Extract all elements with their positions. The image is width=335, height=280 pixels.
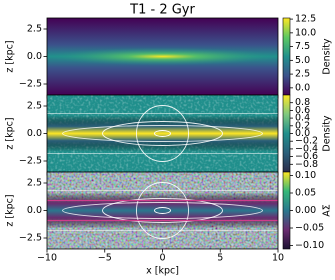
colorbar bbox=[282, 17, 291, 96]
image-band bbox=[47, 115, 278, 152]
colorbar-tick-label: 0.4 bbox=[295, 113, 310, 124]
colorbar-tick-label: 0.0 bbox=[295, 82, 310, 93]
colorbar-tick-label: −0.2 bbox=[295, 136, 318, 147]
colorbar bbox=[282, 171, 291, 250]
colorbar-tick-label: 0.8 bbox=[295, 97, 310, 108]
colorbar-tick-label: 0.2 bbox=[295, 120, 310, 131]
x-axis-label: x [kpc] bbox=[146, 266, 179, 277]
contour bbox=[62, 125, 263, 142]
colorbar bbox=[282, 94, 291, 173]
contour bbox=[102, 121, 223, 146]
y-tick-label: 2.5 bbox=[27, 101, 42, 112]
y-tick-label: −2.5 bbox=[19, 233, 42, 244]
colorbar-label: AΣ bbox=[322, 204, 333, 217]
colorbar-tick-label: 10.0 bbox=[295, 27, 316, 38]
colorbar-tick-label: 0.10 bbox=[295, 170, 316, 181]
x-tick-label: 0 bbox=[159, 253, 165, 264]
contour bbox=[136, 182, 189, 239]
colorbar-tick-label: −0.05 bbox=[295, 223, 324, 234]
y-tick-label: 0.0 bbox=[27, 205, 42, 216]
image-band bbox=[47, 192, 278, 229]
colorbar-tick-label: 5.0 bbox=[295, 55, 310, 66]
colorbar-tick-label: 0.0 bbox=[295, 128, 310, 139]
y-tick-label: 0.0 bbox=[27, 51, 42, 62]
colorbar-label: Density bbox=[322, 115, 333, 151]
y-axis-label: z [kpc] bbox=[5, 40, 16, 72]
x-tick-label: 10 bbox=[272, 253, 284, 264]
y-axis-label: z [kpc] bbox=[5, 117, 16, 149]
colorbar-tick-label: 0.00 bbox=[295, 205, 316, 216]
y-tick-label: −2.5 bbox=[19, 156, 42, 167]
colorbar-tick-label: 12.5 bbox=[295, 14, 316, 25]
colorbar-tick-label: −0.8 bbox=[295, 159, 318, 170]
x-tick-label: 5 bbox=[217, 253, 223, 264]
contour bbox=[136, 105, 189, 162]
y-axis-label: z [kpc] bbox=[5, 194, 16, 226]
contour bbox=[62, 202, 263, 219]
contour bbox=[154, 207, 171, 214]
y-tick-label: 0.0 bbox=[27, 128, 42, 139]
y-tick-label: 2.5 bbox=[27, 24, 42, 35]
heatmap-image bbox=[47, 172, 278, 249]
chart-title: T1 - 2 Gyr bbox=[129, 3, 195, 18]
image-core bbox=[47, 47, 278, 66]
x-tick-label: −5 bbox=[98, 253, 112, 264]
colorbar-tick-label: −0.6 bbox=[295, 151, 318, 162]
y-tick-label: −2.5 bbox=[19, 79, 42, 90]
contour bbox=[102, 198, 223, 223]
colorbar-tick-label: 2.5 bbox=[295, 69, 310, 80]
contour bbox=[154, 130, 171, 137]
y-tick-label: 2.5 bbox=[27, 178, 42, 189]
heatmap-image bbox=[47, 95, 278, 172]
x-tick-label: −10 bbox=[37, 253, 57, 264]
heatmap-image bbox=[47, 18, 278, 95]
colorbar-tick-label: 0.6 bbox=[295, 105, 310, 116]
colorbar-label: Density bbox=[322, 38, 333, 74]
colorbar-tick-label: 0.05 bbox=[295, 188, 316, 199]
colorbar-tick-label: −0.10 bbox=[295, 240, 324, 251]
colorbar-tick-label: −0.4 bbox=[295, 143, 318, 154]
colorbar-tick-label: 7.5 bbox=[295, 41, 310, 52]
